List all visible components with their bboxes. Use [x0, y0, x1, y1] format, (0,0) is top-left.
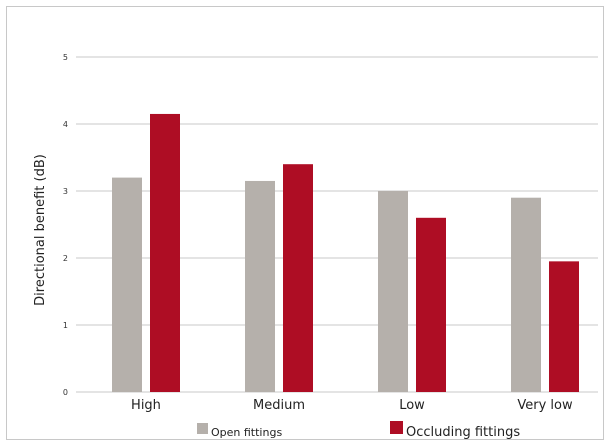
legend-swatch [390, 421, 403, 434]
bar-occluding-fittings [150, 113, 180, 392]
bars [112, 113, 579, 392]
x-tick-label: Very low [517, 398, 573, 413]
bar-open-fittings [245, 180, 275, 392]
x-tick-label: High [131, 398, 161, 413]
bar-occluding-fittings [549, 261, 579, 392]
legend: Open fittings Occluding fittings [197, 421, 520, 440]
legend-label: Occluding fittings [406, 425, 520, 440]
y-tick-label: 0 [63, 388, 68, 397]
x-tick-label: Low [399, 398, 425, 413]
y-axis-label: Directional benefit (dB) [33, 154, 48, 306]
y-tick-label: 3 [63, 187, 68, 196]
bar-open-fittings [511, 197, 541, 392]
x-tick-label: Medium [253, 398, 305, 413]
y-tick-label: 2 [63, 254, 68, 263]
x-tick-labels: High Medium Low Very low [131, 398, 573, 413]
legend-label: Open fittings [211, 426, 282, 439]
y-tick-labels: 0 1 2 3 4 5 [63, 53, 68, 397]
bar-occluding-fittings [283, 164, 313, 392]
legend-swatch [197, 423, 208, 434]
y-tick-label: 5 [63, 53, 68, 62]
bar-open-fittings [378, 191, 408, 392]
bar-occluding-fittings [416, 217, 446, 392]
y-tick-label: 1 [63, 321, 68, 330]
bar-open-fittings [112, 177, 142, 392]
y-tick-label: 4 [63, 120, 68, 129]
